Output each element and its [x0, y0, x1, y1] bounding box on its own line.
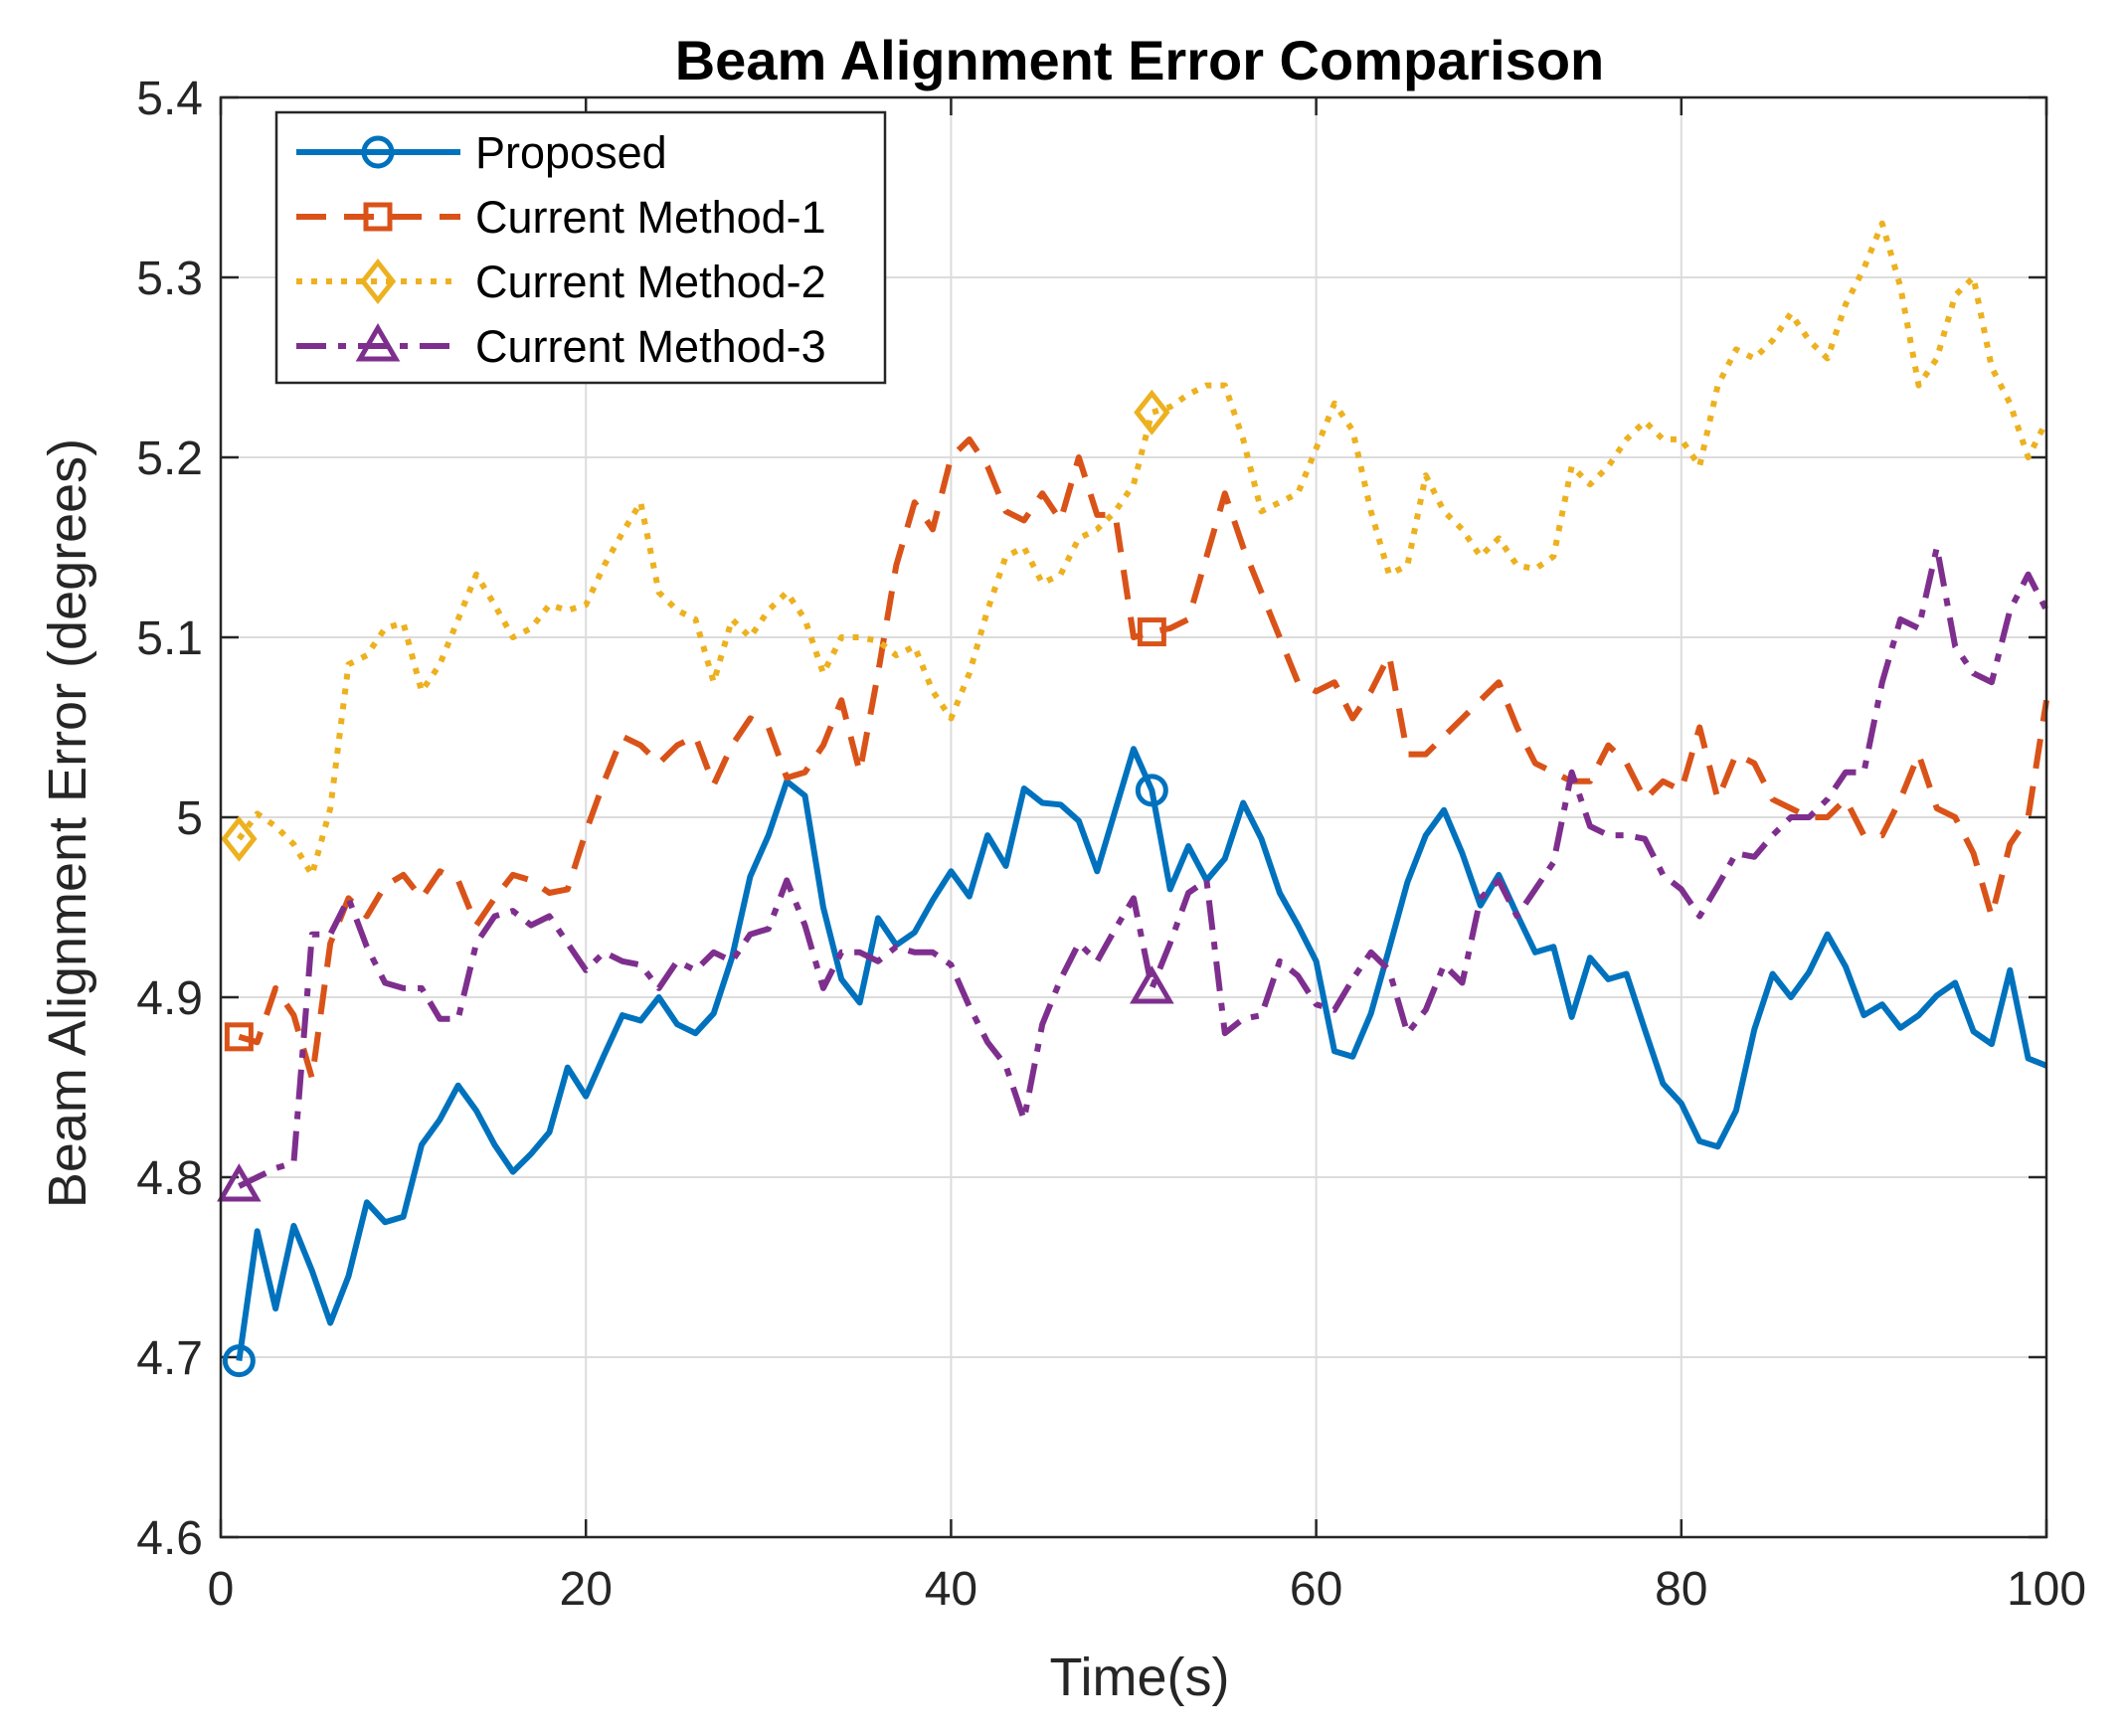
x-tick-label: 100 — [2007, 1563, 2086, 1616]
legend-label: Current Method-2 — [475, 257, 826, 307]
data-point-marker — [217, 1163, 262, 1202]
legend-box — [274, 110, 887, 385]
y-tick-label: 5.2 — [136, 433, 203, 485]
y-tick-label: 5.1 — [136, 612, 203, 665]
x-axis-label: Time(s) — [1050, 1648, 1230, 1707]
data-point-marker — [221, 815, 258, 862]
data-point-marker — [1134, 389, 1170, 435]
data-point-marker — [1130, 964, 1174, 1004]
data-point-marker — [222, 1344, 256, 1378]
legend-marker — [363, 202, 393, 232]
x-tick-label: 60 — [1290, 1563, 1342, 1616]
x-tick-label: 20 — [560, 1563, 613, 1616]
legend-label: Current Method-1 — [475, 192, 826, 243]
legend-entry: Proposed — [296, 127, 667, 178]
axes-box — [219, 95, 2048, 1539]
series-group — [217, 220, 2049, 1378]
legend-label: Current Method-3 — [475, 321, 826, 372]
series-proposed — [222, 746, 2048, 1378]
y-tick-label: 4.6 — [136, 1512, 203, 1565]
y-tick-label: 5.3 — [136, 253, 203, 305]
series-current-method-2 — [221, 220, 2049, 878]
y-tick-label: 4.7 — [136, 1332, 203, 1385]
y-axis-label: Beam Alignment Error (degrees) — [38, 438, 97, 1208]
y-tick-label: 5 — [176, 792, 203, 845]
series-current-method-1 — [224, 435, 2049, 1082]
series-line — [238, 544, 2049, 1189]
y-tick-label: 5.4 — [136, 73, 203, 125]
series-line — [236, 746, 2048, 1362]
y-tick-label: 4.8 — [136, 1152, 203, 1205]
x-tick-label: 80 — [1655, 1563, 1707, 1616]
x-tick-label: 0 — [208, 1563, 235, 1616]
legend-marker — [355, 323, 401, 362]
y-tick-label: 4.9 — [136, 972, 203, 1025]
data-point-marker — [1135, 774, 1168, 807]
series-current-method-3 — [217, 544, 2049, 1202]
chart-title: Beam Alignment Error Comparison — [675, 29, 1605, 91]
legend-entry: Current Method-1 — [296, 192, 826, 243]
x-tick-label: 40 — [925, 1563, 977, 1616]
legend: Proposed Current Method-1 Current Method-2… — [274, 110, 887, 385]
data-point-marker — [1137, 617, 1166, 647]
data-point-marker — [224, 1022, 254, 1052]
legend-marker — [361, 135, 395, 169]
legend-marker — [359, 258, 397, 305]
legend-entry: Current Method-3 — [296, 321, 826, 372]
legend-label: Proposed — [475, 127, 667, 178]
legend-entry: Current Method-2 — [296, 257, 826, 307]
